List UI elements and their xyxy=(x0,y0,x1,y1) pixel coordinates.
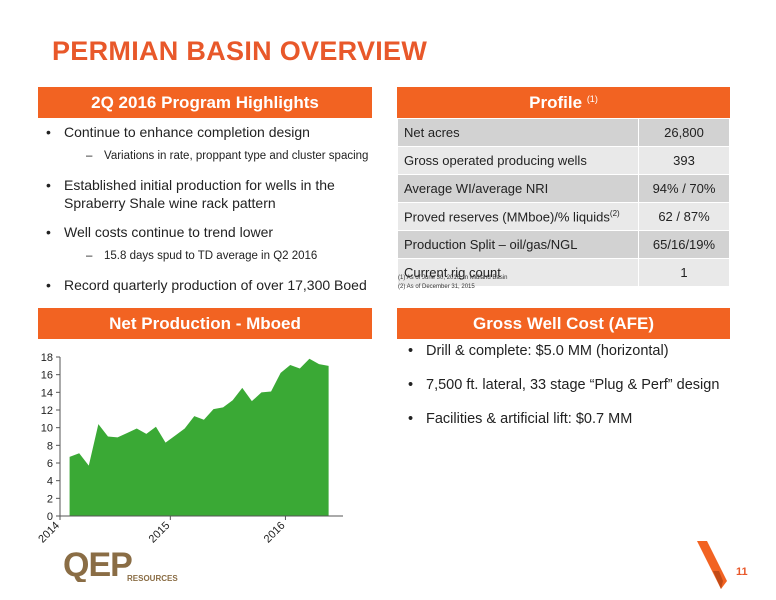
x-tick-label: 2015 xyxy=(147,520,173,546)
y-tick-label: 4 xyxy=(47,476,53,488)
table-row: Average WI/average NRI 94% / 70% xyxy=(397,174,730,203)
production-area xyxy=(69,358,329,516)
table-row: Proved reserves (MMboe)/% liquids(2) 62 … xyxy=(397,202,730,231)
y-tick-label: 10 xyxy=(41,423,53,435)
table-row: Net acres 26,800 xyxy=(397,118,730,147)
net-production-chart: 0 2 4 6 8 10 12 14 16 18 2014 2015 2016 xyxy=(36,352,343,546)
chevron-mark-icon xyxy=(697,541,727,589)
profile-label: Gross operated producing wells xyxy=(397,146,639,175)
x-tick-label: 2016 xyxy=(262,520,288,546)
highlight-item: Established initial production for wells… xyxy=(40,176,375,212)
page-title: PERMIAN BASIN OVERVIEW xyxy=(52,36,428,66)
gross-well-cost-list: Drill & complete: $5.0 MM (horizontal) 7… xyxy=(402,342,732,444)
highlights-list: Continue to enhance completion design Va… xyxy=(40,123,375,305)
highlight-item: Record quarterly production of over 17,3… xyxy=(40,276,375,294)
profile-value: 26,800 xyxy=(638,118,730,147)
footnote: (1) As of June 30, 2016, in Midland Basi… xyxy=(398,275,508,281)
profile-value: 393 xyxy=(638,146,730,175)
profile-header: Profile (1) xyxy=(397,87,730,118)
y-tick-label: 12 xyxy=(41,405,53,417)
profile-value: 65/16/19% xyxy=(638,230,730,259)
highlight-item: Well costs continue to trend lower xyxy=(40,223,375,241)
profile-label: Current rig count xyxy=(397,258,639,287)
profile-value: 1 xyxy=(638,258,730,287)
profile-label: Production Split – oil/gas/NGL xyxy=(397,230,639,259)
page-number: 11 xyxy=(736,566,748,578)
table-row: Gross operated producing wells 393 xyxy=(397,146,730,175)
highlight-item: Continue to enhance completion design xyxy=(40,123,375,141)
logo-subtext: RESOURCES xyxy=(127,574,178,582)
logo-wordmark: QEP xyxy=(63,548,132,582)
qep-resources-logo: QEP RESOURCES xyxy=(63,548,178,582)
afe-item: 7,500 ft. lateral, 33 stage “Plug & Perf… xyxy=(402,376,732,394)
profile-label-note: (2) xyxy=(609,208,620,218)
net-production-header: Net Production - Mboed xyxy=(38,308,372,339)
footnote: (2) As of December 31, 2015 xyxy=(398,284,475,290)
highlight-subitem: 15.8 days spud to TD average in Q2 2016 xyxy=(40,249,375,264)
highlight-subitem: Variations in rate, proppant type and cl… xyxy=(40,149,375,164)
profile-label: Average WI/average NRI xyxy=(397,174,639,203)
y-tick-label: 8 xyxy=(47,440,53,452)
profile-label: Proved reserves (MMboe)/% liquids xyxy=(404,209,610,225)
profile-value: 94% / 70% xyxy=(638,174,730,203)
y-tick-label: 6 xyxy=(47,458,53,470)
y-tick-label: 14 xyxy=(41,387,53,399)
afe-item: Facilities & artificial lift: $0.7 MM xyxy=(402,410,732,428)
y-tick-label: 2 xyxy=(47,493,53,505)
afe-item: Drill & complete: $5.0 MM (horizontal) xyxy=(402,342,732,360)
profile-footnotes: (1) As of June 30, 2016, in Midland Basi… xyxy=(398,274,507,292)
profile-value: 62 / 87% xyxy=(638,202,730,231)
profile-label: Net acres xyxy=(397,118,639,147)
profile-header-note: (1) xyxy=(586,94,598,104)
profile-table: Net acres 26,800 Gross operated producin… xyxy=(397,118,730,287)
y-tick-label: 18 xyxy=(41,352,53,364)
table-row: Production Split – oil/gas/NGL 65/16/19% xyxy=(397,230,730,259)
y-tick-label: 16 xyxy=(41,370,53,382)
x-tick-label: 2014 xyxy=(36,520,62,546)
y-tick-label: 0 xyxy=(47,511,53,523)
highlights-header: 2Q 2016 Program Highlights xyxy=(38,87,372,118)
profile-label-cell: Proved reserves (MMboe)/% liquids(2) xyxy=(397,202,639,231)
table-row: Current rig count 1 xyxy=(397,258,730,287)
profile-header-label: Profile xyxy=(529,93,583,112)
gross-well-cost-header: Gross Well Cost (AFE) xyxy=(397,308,730,339)
